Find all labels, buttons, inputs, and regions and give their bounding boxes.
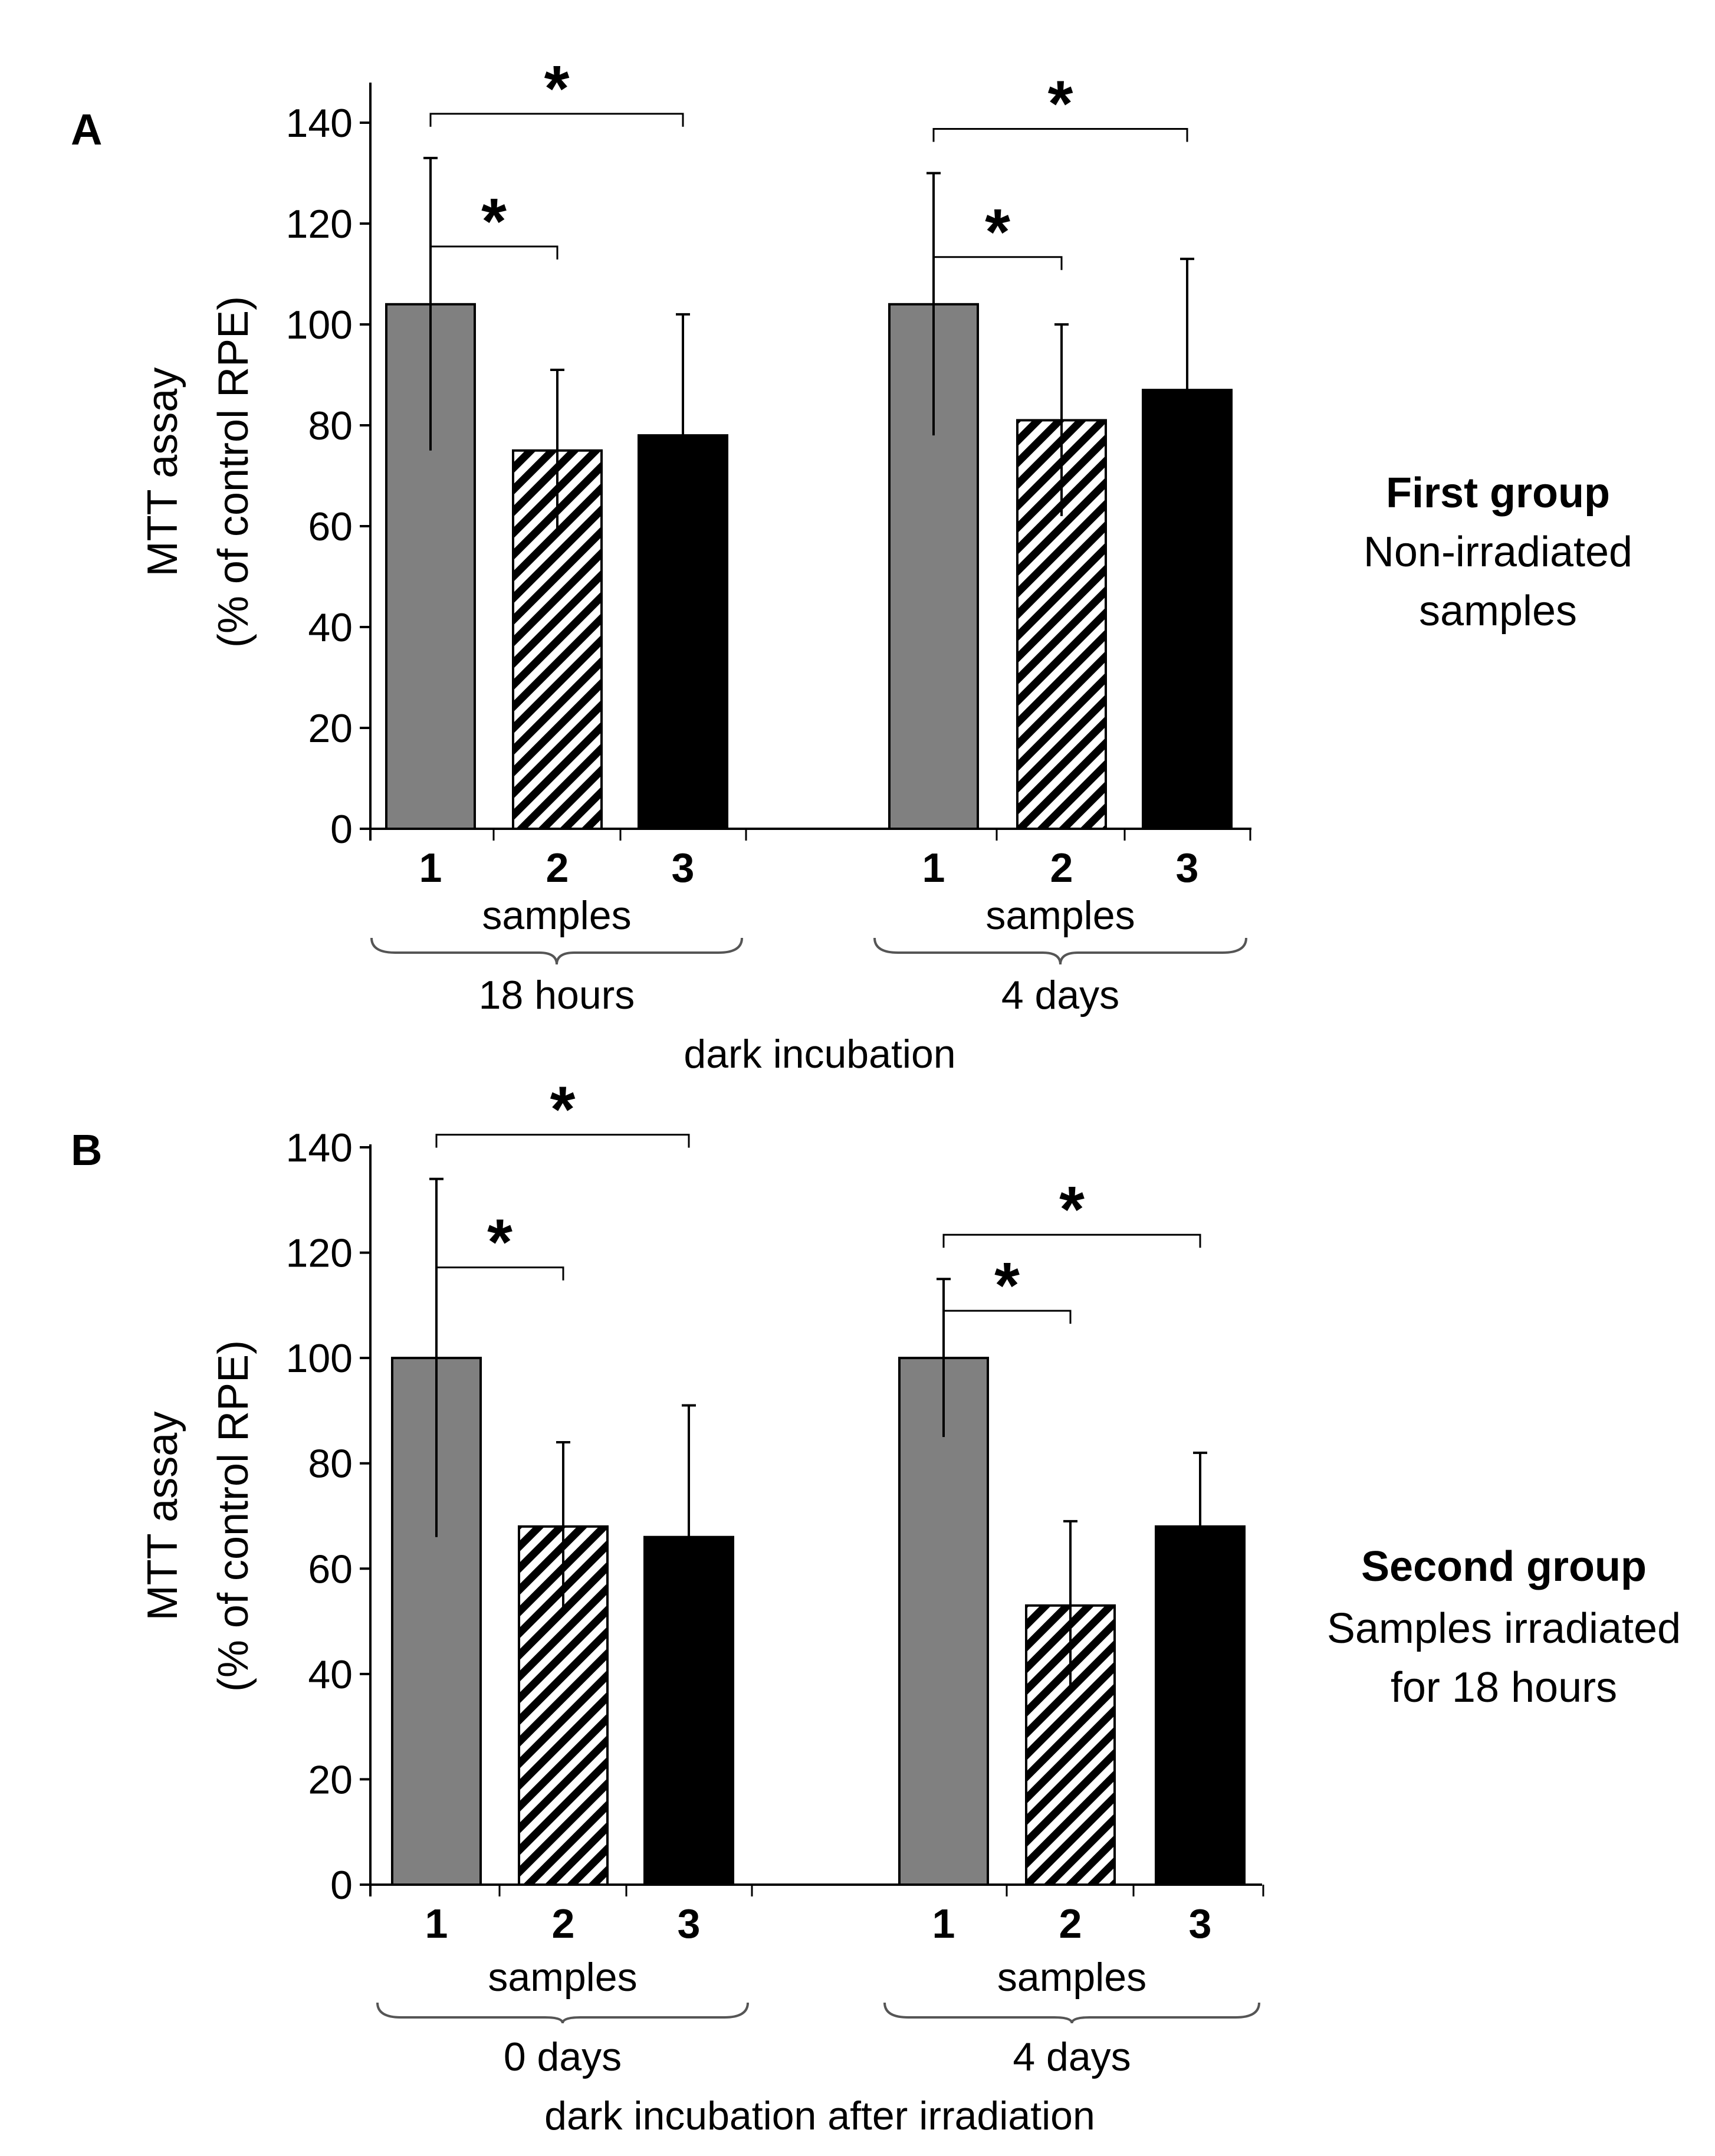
significance-star: * [481,185,507,258]
y-tick-label: 0 [330,807,353,852]
group-brace [883,2002,1260,2024]
category-label: 1 [932,1901,955,1947]
significance-star: * [544,52,570,125]
group-description: samples [1419,588,1577,635]
y-tick-label: 120 [286,1231,353,1276]
group-brace [873,937,1247,965]
significance-star: * [1048,68,1073,140]
significance-bracket [435,1266,564,1281]
y-tick-label: 40 [308,605,353,650]
x-axis-title: dark incubation after irradiation [544,2093,1095,2138]
group-label: 0 days [504,2034,622,2079]
y-tick-label: 120 [286,202,353,247]
category-label: 2 [1050,845,1073,891]
panel-letter: B [71,1125,102,1174]
panel-a: A 0 20 40 60 80 100 120 140 MTT assay (% of contro… [71,52,1632,1077]
significance-bracket [932,256,1063,270]
group-description: Samples irradiated [1327,1605,1681,1652]
y-tick-label: 100 [286,303,353,347]
category-label: 3 [672,845,695,891]
significance-star: * [985,196,1010,268]
bar [385,303,476,830]
category-label: 1 [419,845,442,891]
y-axis-title-line2: (% of control RPE) [210,296,257,648]
significance-bracket [942,1233,1201,1248]
panel-letter: A [71,105,102,154]
significance-bracket [932,128,1188,142]
samples-label: samples [482,893,631,938]
category-label: 3 [1176,845,1199,891]
y-tick-label: 140 [286,1125,353,1170]
category-label: 2 [546,845,569,891]
y-tick-label: 80 [308,403,353,448]
y-tick-label: 0 [330,1863,353,1908]
significance-star: * [994,1249,1020,1322]
y-axis-title-line1: MTT assay [139,367,186,577]
group-label: 4 days [1013,2034,1131,2079]
significance-bracket [429,113,684,127]
group-brace [370,937,743,965]
significance-star: * [550,1074,576,1146]
samples-label: samples [997,1955,1146,2000]
y-tick-label: 140 [286,101,353,146]
y-axis-title-line2: (% of control RPE) [210,1340,257,1692]
category-label: 2 [1059,1901,1082,1947]
significance-star: * [487,1206,512,1279]
significance-bracket [435,1134,690,1148]
category-label: 1 [922,845,945,891]
y-tick-label: 60 [308,1547,353,1591]
y-tick-label: 40 [308,1652,353,1697]
significance-bracket [942,1310,1072,1324]
samples-label: samples [488,1955,637,2000]
group-brace [376,2002,749,2024]
y-tick-label: 100 [286,1336,353,1381]
group-title: First group [1386,470,1610,517]
x-axis-title: dark incubation [684,1032,955,1077]
group-title: Second group [1361,1543,1647,1590]
category-label: 2 [552,1901,575,1947]
group-label: 18 hours [479,973,635,1018]
group-label: 4 days [1001,973,1119,1018]
group-description: Non-irradiated [1364,529,1632,576]
group-description: for 18 hours [1391,1664,1617,1711]
significance-bracket [429,245,558,260]
significance-star: * [1059,1173,1085,1246]
category-label: 1 [425,1901,448,1947]
y-tick-label: 80 [308,1442,353,1486]
y-tick-label: 20 [308,1757,353,1802]
y-axis-title-line1: MTT assay [139,1412,186,1621]
category-label: 3 [678,1901,701,1947]
category-label: 3 [1189,1901,1212,1947]
y-tick-label: 20 [308,706,353,751]
y-tick-label: 60 [308,504,353,549]
panel-b: B 0 20 40 60 80 100 120 140 MTT assay (% of contro… [71,1074,1681,2138]
samples-label: samples [985,893,1135,938]
bar [898,1357,989,1886]
